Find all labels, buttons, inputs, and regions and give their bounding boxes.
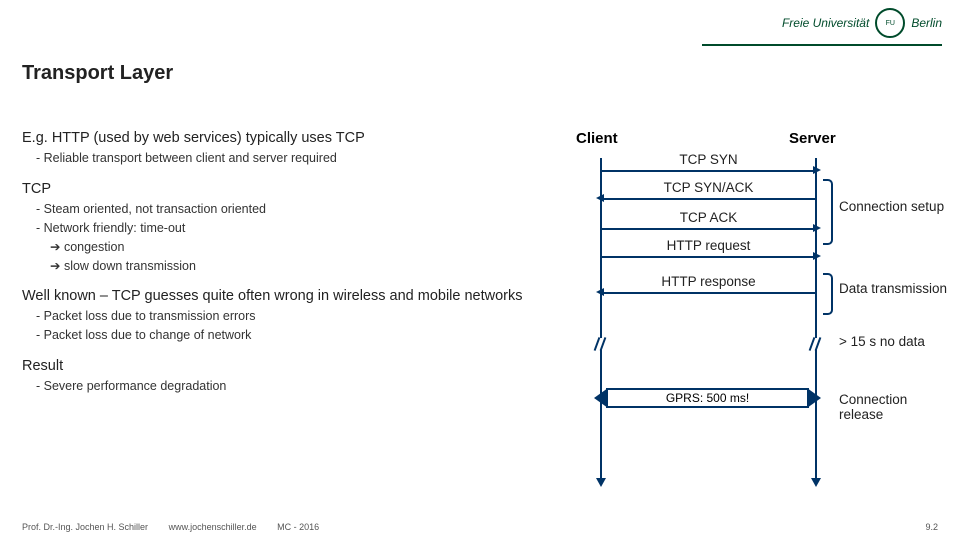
message-label: HTTP request bbox=[602, 238, 815, 253]
bullet-item: ➔ slow down transmission bbox=[50, 258, 542, 275]
gprs-double-arrow: GPRS: 500 ms! bbox=[606, 388, 809, 408]
text-content: E.g. HTTP (used by web services) typical… bbox=[22, 130, 542, 409]
annotation-label: > 15 s no data bbox=[839, 334, 949, 349]
slide-title: Transport Layer bbox=[22, 62, 173, 85]
section-heading: Well known – TCP guesses quite often wro… bbox=[22, 288, 542, 304]
annotation-label: Connection release bbox=[839, 392, 949, 422]
page-number: 9.2 bbox=[925, 522, 938, 532]
bullet-item: - Network friendly: time-out bbox=[36, 220, 542, 237]
annotation-label: Data transmission bbox=[839, 281, 949, 296]
footer-course: MC - 2016 bbox=[277, 522, 319, 532]
arrowhead-left-icon bbox=[596, 194, 604, 202]
sequence-diagram: Client Server TCP SYN TCP SYN/ACK TCP ACK HTT… bbox=[560, 130, 940, 480]
bullet-item: - Steam oriented, not transaction orient… bbox=[36, 201, 542, 218]
arrowhead-right-icon bbox=[813, 224, 821, 232]
message-label: HTTP response bbox=[602, 274, 815, 289]
brace-icon bbox=[823, 273, 833, 315]
message-line bbox=[602, 292, 815, 294]
server-timeline bbox=[815, 158, 817, 478]
footer-url: www.jochenschiller.de bbox=[169, 522, 257, 532]
arrowhead-right-icon bbox=[813, 252, 821, 260]
logo-seal-icon: FU bbox=[875, 8, 905, 38]
footer: Prof. Dr.-Ing. Jochen H. Schiller www.jo… bbox=[22, 522, 337, 532]
bullet-item: - Packet loss due to change of network bbox=[36, 327, 542, 344]
section-heading: TCP bbox=[22, 181, 542, 197]
gprs-arrowhead-left-icon bbox=[594, 388, 608, 408]
message-label: TCP SYN/ACK bbox=[602, 180, 815, 195]
client-label: Client bbox=[576, 130, 618, 147]
message-line bbox=[602, 198, 815, 200]
server-label: Server bbox=[789, 130, 836, 147]
message-label: TCP SYN bbox=[602, 152, 815, 167]
section-heading: E.g. HTTP (used by web services) typical… bbox=[22, 130, 542, 146]
bullet-item: - Reliable transport between client and … bbox=[36, 150, 542, 167]
footer-author: Prof. Dr.-Ing. Jochen H. Schiller bbox=[22, 522, 148, 532]
arrowhead-left-icon bbox=[596, 288, 604, 296]
arrowhead-right-icon bbox=[813, 166, 821, 174]
bullet-item: ➔ congestion bbox=[50, 239, 542, 256]
annotation-label: Connection setup bbox=[839, 199, 949, 214]
logo-underline bbox=[702, 44, 942, 46]
university-logo: Freie Universität FU Berlin bbox=[782, 8, 942, 38]
brace-icon bbox=[823, 179, 833, 245]
bullet-item: - Packet loss due to transmission errors bbox=[36, 308, 542, 325]
logo-text: Freie Universität bbox=[782, 16, 869, 30]
section-heading: Result bbox=[22, 358, 542, 374]
message-label: TCP ACK bbox=[602, 210, 815, 225]
message-line bbox=[602, 228, 815, 230]
bullet-item: - Severe performance degradation bbox=[36, 378, 542, 395]
client-timeline bbox=[600, 158, 602, 478]
logo-city: Berlin bbox=[911, 16, 942, 30]
message-line bbox=[602, 256, 815, 258]
gprs-arrowhead-right-icon bbox=[807, 388, 821, 408]
timeline-arrowhead-icon bbox=[811, 478, 821, 487]
message-line bbox=[602, 170, 815, 172]
timeline-arrowhead-icon bbox=[596, 478, 606, 487]
